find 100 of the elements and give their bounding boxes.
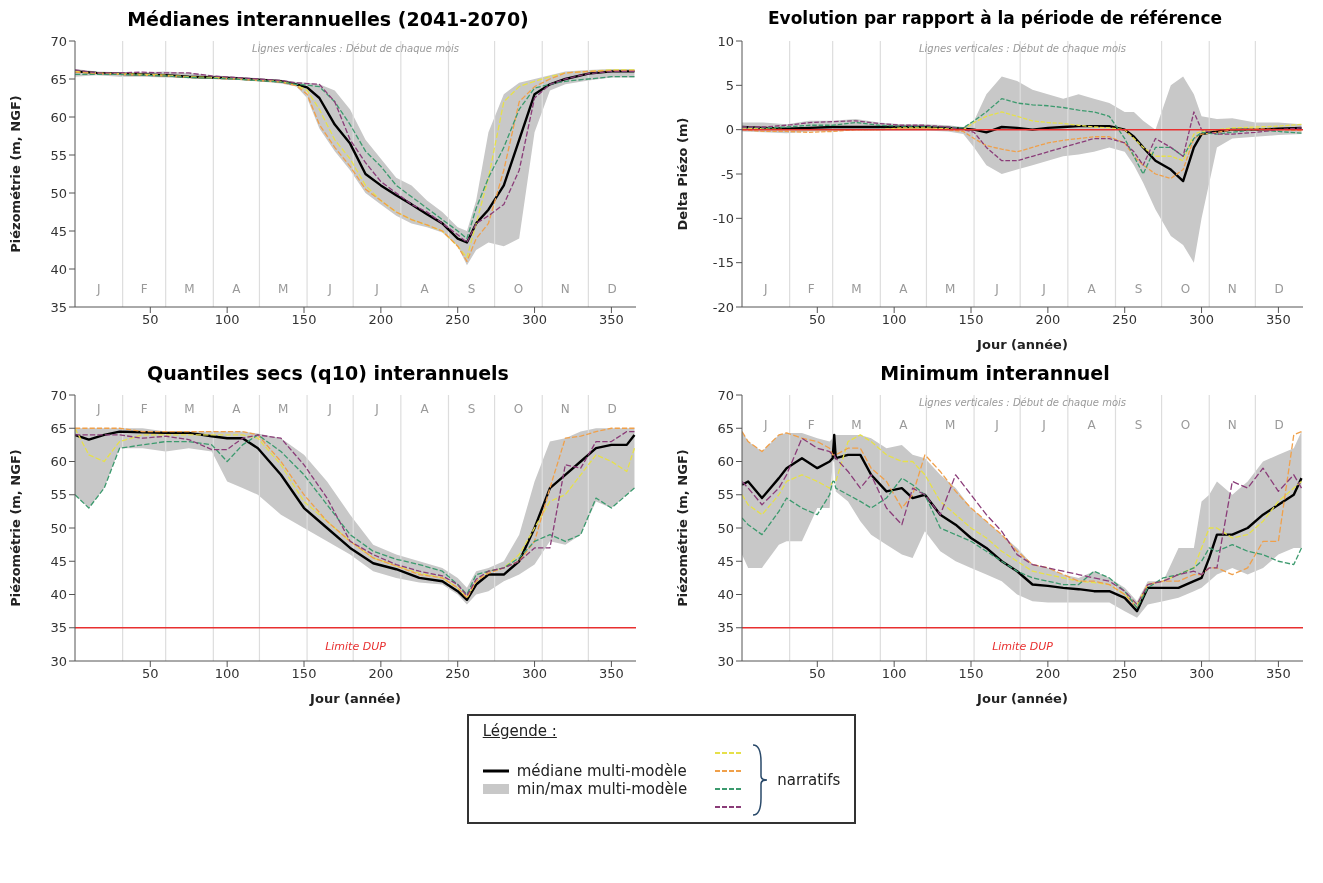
y-tick-label: 50 xyxy=(50,185,67,201)
annotation: J xyxy=(762,281,769,297)
y-tick-label: 10 xyxy=(717,33,734,49)
x-tick-label: 150 xyxy=(291,666,317,682)
x-axis-title: Jour (année) xyxy=(976,337,1068,352)
annotation: M xyxy=(850,417,863,433)
ref-line-label: Limite DUP xyxy=(992,639,1054,653)
x-tick-label: 100 xyxy=(214,312,240,328)
y-tick-label: 30 xyxy=(717,653,734,669)
x-tick-label: 50 xyxy=(142,312,159,328)
y-tick-label: 30 xyxy=(50,653,67,669)
legend-label: médiane multi-modèle xyxy=(516,762,687,780)
y-tick-label: 35 xyxy=(717,620,734,636)
x-tick-label: 300 xyxy=(1189,666,1214,682)
text: narratifs xyxy=(777,771,841,789)
y-tick-label: -10 xyxy=(712,210,734,226)
x-tick-label: 150 xyxy=(291,312,317,328)
y-tick-label: 60 xyxy=(50,109,67,125)
annotation: F xyxy=(139,401,149,417)
y-axis-title: Piézométrie (m, NGF) xyxy=(7,449,23,607)
annotation: O xyxy=(512,401,525,417)
y-tick-label: 40 xyxy=(717,587,734,603)
x-tick-label: 100 xyxy=(214,666,240,682)
x-tick-label: 300 xyxy=(522,666,547,682)
annotation: M xyxy=(183,281,196,297)
y-tick-label: 55 xyxy=(717,487,734,503)
annotation: J xyxy=(373,281,380,297)
annotation: M xyxy=(277,401,290,417)
y-tick-label: -20 xyxy=(712,299,734,315)
annotation: Lignes verticales : Début de chaque mois xyxy=(917,43,1128,54)
annotation: A xyxy=(898,417,909,433)
annotation: N xyxy=(559,401,571,417)
y-tick-label: 55 xyxy=(50,487,67,503)
annotation: S xyxy=(466,401,477,417)
x-tick-label: 350 xyxy=(1265,312,1291,328)
chart-title: Quantiles secs (q10) interannuels xyxy=(147,362,509,384)
x-tick-label: 150 xyxy=(958,666,984,682)
y-tick-label: 60 xyxy=(50,454,67,470)
annotation: J xyxy=(993,281,1000,297)
x-tick-label: 150 xyxy=(958,312,984,328)
annotation: O xyxy=(1179,417,1192,433)
chart-title: Evolution par rapport à la période de référence xyxy=(767,8,1223,28)
annotation: M xyxy=(850,281,863,297)
annotation: J xyxy=(95,401,102,417)
x-tick-label: 200 xyxy=(368,312,394,328)
annotation: O xyxy=(1179,281,1192,297)
annotation: F xyxy=(806,281,816,297)
y-axis-title: Piézométrie (m, NGF) xyxy=(674,449,690,607)
x-axis-title: Jour (année) xyxy=(309,691,401,706)
x-tick-label: 350 xyxy=(598,312,624,328)
annotation: A xyxy=(1086,417,1097,433)
annotation: D xyxy=(1273,281,1285,297)
annotation: M xyxy=(183,401,196,417)
x-tick-label: 50 xyxy=(142,666,159,682)
y-tick-label: -15 xyxy=(712,255,734,271)
x-tick-label: 200 xyxy=(1035,312,1061,328)
annotation: J xyxy=(373,401,380,417)
annotation: Lignes verticales : Début de chaque mois xyxy=(250,43,461,54)
annotation: A xyxy=(231,401,242,417)
annotation: F xyxy=(139,281,149,297)
annotation: D xyxy=(606,281,618,297)
x-tick-label: 300 xyxy=(522,312,547,328)
x-tick-label: 100 xyxy=(881,666,907,682)
annotation: D xyxy=(606,401,618,417)
x-tick-label: 300 xyxy=(1189,312,1214,328)
annotation: N xyxy=(1226,417,1238,433)
y-axis-title: Piézométrie (m, NGF) xyxy=(7,95,23,253)
annotation: J xyxy=(326,401,333,417)
y-tick-label: 55 xyxy=(50,147,67,163)
x-tick-label: 350 xyxy=(1265,666,1291,682)
x-tick-label: 250 xyxy=(1112,666,1138,682)
y-tick-label: 70 xyxy=(50,387,67,403)
line-series xyxy=(742,477,1303,609)
legend-title: Légende : xyxy=(482,722,558,740)
annotation: S xyxy=(1133,281,1144,297)
annotation: Lignes verticales : Début de chaque mois xyxy=(917,397,1128,408)
x-tick-label: 50 xyxy=(809,312,826,328)
ref-line-label: Limite DUP xyxy=(325,639,387,653)
annotation: N xyxy=(559,281,571,297)
x-tick-label: 200 xyxy=(368,666,394,682)
y-tick-label: 45 xyxy=(50,553,67,569)
y-tick-label: 5 xyxy=(725,77,734,93)
annotation: O xyxy=(512,281,525,297)
annotation: J xyxy=(326,281,333,297)
x-tick-label: 100 xyxy=(881,312,907,328)
text: min/max multi-modèle xyxy=(516,780,688,798)
y-tick-label: 65 xyxy=(717,420,734,436)
x-tick-label: 250 xyxy=(445,312,471,328)
x-axis-title: Jour (année) xyxy=(976,691,1068,706)
y-tick-label: 40 xyxy=(50,587,67,603)
y-tick-label: 45 xyxy=(717,553,734,569)
annotation: A xyxy=(231,281,242,297)
y-tick-label: 65 xyxy=(50,420,67,436)
chart-title: Médianes interannuelles (2041-2070) xyxy=(127,8,529,30)
annotation: A xyxy=(419,281,430,297)
annotation: M xyxy=(944,417,957,433)
chart-title: Minimum interannuel xyxy=(880,362,1110,384)
y-tick-label: 60 xyxy=(717,454,734,470)
y-tick-label: 70 xyxy=(717,387,734,403)
y-tick-label: 45 xyxy=(50,223,67,239)
